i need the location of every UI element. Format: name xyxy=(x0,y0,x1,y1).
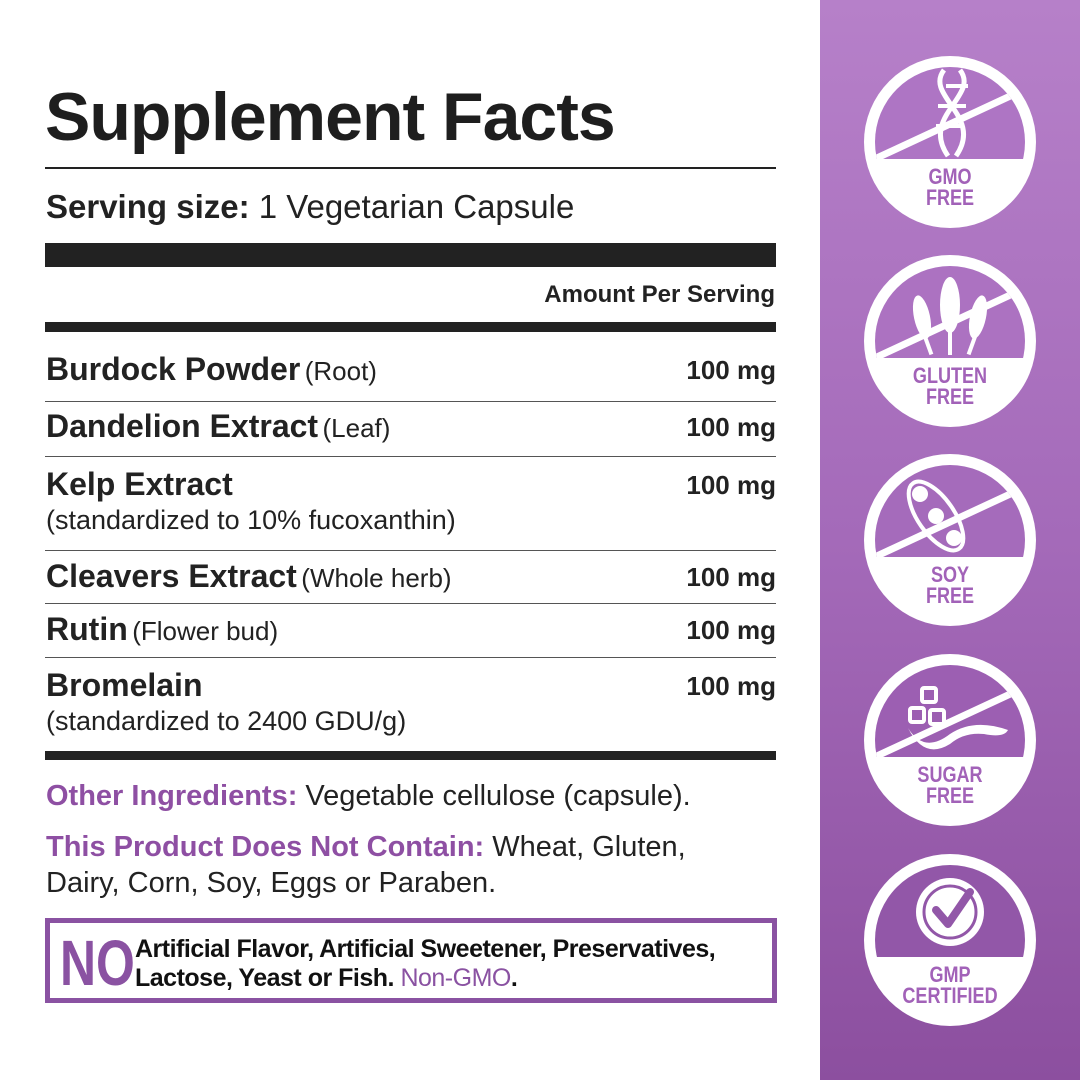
ingredient-amount: 100 mg xyxy=(686,562,776,592)
non-gmo-highlight: Non-GMO xyxy=(400,964,511,992)
sugar-spoon-icon xyxy=(864,654,1036,826)
badge-line2: FREE xyxy=(925,583,975,608)
badge-soy-free: SOY FREE xyxy=(864,454,1036,626)
badge-line2: FREE xyxy=(925,783,975,808)
badge-sugar-free: SUGAR FREE xyxy=(864,654,1036,826)
badge-line2: FREE xyxy=(925,384,975,409)
ingredient-qualifier: (Leaf) xyxy=(322,413,391,443)
badge-line1: GMO xyxy=(928,164,972,189)
no-additives-list: Artificial Flavor, Artificial Sweetener,… xyxy=(135,935,716,992)
thick-bar xyxy=(45,322,776,332)
badge-label: SOY FREE xyxy=(879,562,1020,608)
certified-check-icon xyxy=(864,854,1036,1026)
badge-line1: SOY xyxy=(930,562,970,587)
does-not-contain: This Product Does Not Contain: Wheat, Gl… xyxy=(46,829,766,901)
ingredient-name: Cleavers Extract xyxy=(46,558,297,594)
other-ingredients-text: Vegetable cellulose (capsule). xyxy=(305,780,691,812)
ingredient-standardization: (standardized to 10% fucoxanthin) xyxy=(46,505,456,535)
badge-gmp-certified: GMP CERTIFIED xyxy=(864,854,1036,1026)
divider xyxy=(45,657,776,658)
thick-bar xyxy=(45,243,776,267)
serving-label: Serving size: xyxy=(46,188,250,225)
divider xyxy=(45,603,776,604)
ingredient-qualifier: (Flower bud) xyxy=(132,616,279,646)
badge-label: GMO FREE xyxy=(879,164,1020,210)
badge-line1: GMP xyxy=(929,962,971,987)
no-additives-box: NO Artificial Flavor, Artificial Sweeten… xyxy=(45,918,777,1003)
ingredient-amount: 100 mg xyxy=(686,671,776,701)
ingredient-row: Cleavers Extract (Whole herb) 100 mg xyxy=(46,558,776,595)
ingredient-amount: 100 mg xyxy=(686,412,776,442)
divider xyxy=(45,550,776,551)
ingredient-name: Burdock Powder xyxy=(46,351,301,387)
ingredient-name: Kelp Extract xyxy=(46,466,233,502)
serving-size: Serving size: 1 Vegetarian Capsule xyxy=(46,188,574,226)
other-ingredients-label: Other Ingredients: xyxy=(46,780,298,812)
ingredient-row: Burdock Powder (Root) 100 mg xyxy=(46,351,776,388)
badge-label: GMP CERTIFIED xyxy=(879,962,1020,1008)
wheat-icon xyxy=(864,255,1036,427)
badge-line2: FREE xyxy=(925,185,975,210)
does-not-contain-label: This Product Does Not Contain: xyxy=(46,831,485,863)
badge-gmo-free: GMO FREE xyxy=(864,56,1036,228)
ingredient-row: Kelp Extract (standardized to 10% fucoxan… xyxy=(46,466,776,536)
ingredient-amount: 100 mg xyxy=(686,470,776,500)
does-not-contain-text: Wheat, Gluten, Dairy, Corn, Soy, Eggs or… xyxy=(46,831,686,899)
amount-per-serving-header: Amount Per Serving xyxy=(544,281,775,308)
badge-line2: CERTIFIED xyxy=(902,983,998,1008)
ingredient-amount: 100 mg xyxy=(686,615,776,645)
divider xyxy=(45,401,776,402)
badge-label: SUGAR FREE xyxy=(879,762,1020,808)
thick-bar xyxy=(45,751,776,760)
ingredient-row: Dandelion Extract (Leaf) 100 mg xyxy=(46,408,776,445)
divider xyxy=(45,456,776,457)
page-title: Supplement Facts xyxy=(45,79,616,155)
no-label: NO xyxy=(60,927,135,999)
ingredient-name: Bromelain xyxy=(46,667,203,703)
badge-label: GLUTEN FREE xyxy=(879,363,1020,409)
badge-line1: SUGAR xyxy=(917,762,983,787)
soybean-icon xyxy=(864,454,1036,626)
no-additives-text: Artificial Flavor, Artificial Sweetener,… xyxy=(135,935,772,993)
ingredient-name: Dandelion Extract xyxy=(46,408,319,444)
ingredient-row: Bromelain (standardized to 2400 GDU/g) 100… xyxy=(46,667,776,737)
divider xyxy=(45,167,776,169)
ingredient-qualifier: (Root) xyxy=(304,356,377,386)
serving-value: 1 Vegetarian Capsule xyxy=(258,188,575,225)
ingredient-qualifier: (Whole herb) xyxy=(301,563,452,593)
ingredient-standardization: (standardized to 2400 GDU/g) xyxy=(46,706,407,736)
other-ingredients: Other Ingredients: Vegetable cellulose (… xyxy=(46,778,776,814)
ingredient-name: Rutin xyxy=(46,611,128,647)
dna-icon xyxy=(864,56,1036,228)
badge-gluten-free: GLUTEN FREE xyxy=(864,255,1036,427)
ingredient-amount: 100 mg xyxy=(686,355,776,385)
badge-line1: GLUTEN xyxy=(912,363,988,388)
ingredient-row: Rutin (Flower bud) 100 mg xyxy=(46,611,776,648)
period: . xyxy=(510,964,518,992)
